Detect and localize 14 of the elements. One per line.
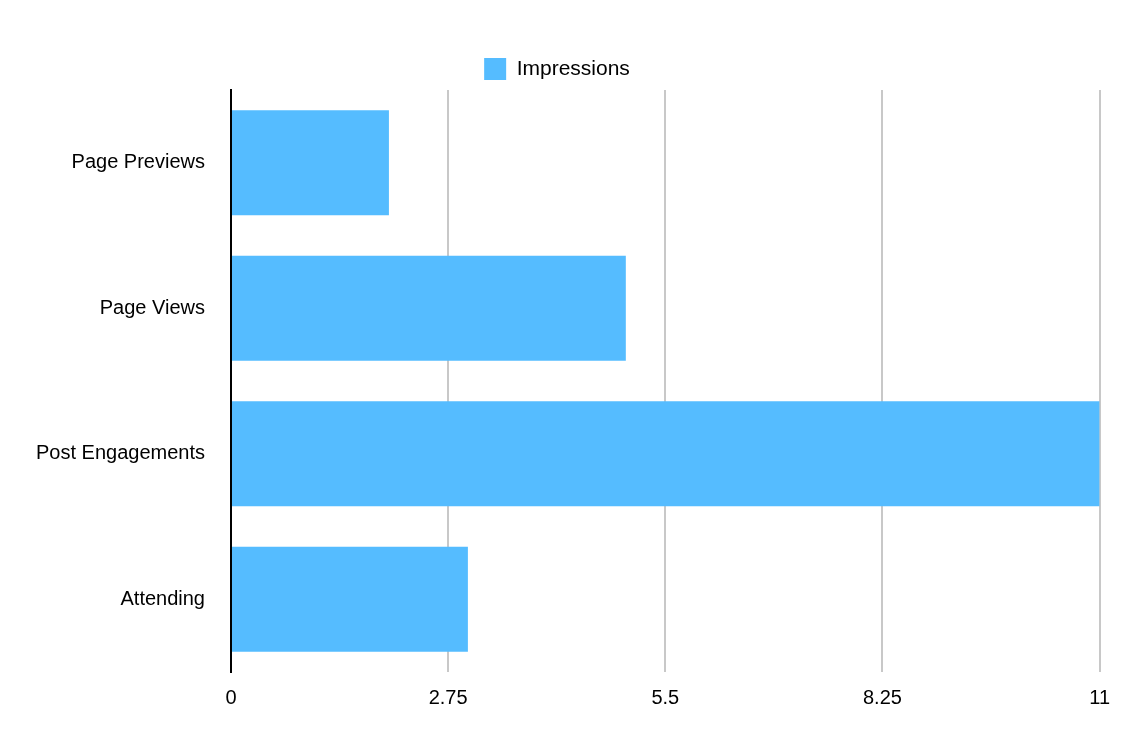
y-tick-label: Attending: [120, 586, 205, 609]
y-tick-label: Page Views: [99, 295, 205, 318]
bar: [231, 546, 468, 652]
legend-label: Impressions: [516, 55, 630, 79]
x-tick-label: 0: [225, 685, 237, 708]
bar: [231, 401, 1100, 507]
y-tick-label: Post Engagements: [35, 441, 205, 464]
x-tick-label: 5.5: [651, 685, 680, 708]
x-tick-label: 2.75: [428, 685, 468, 708]
y-tick-label: Page Previews: [71, 150, 205, 173]
bar: [231, 255, 626, 361]
x-tick-label: 8.25: [862, 685, 902, 708]
x-tick-label: 11: [1089, 685, 1110, 708]
bar: [231, 110, 389, 216]
